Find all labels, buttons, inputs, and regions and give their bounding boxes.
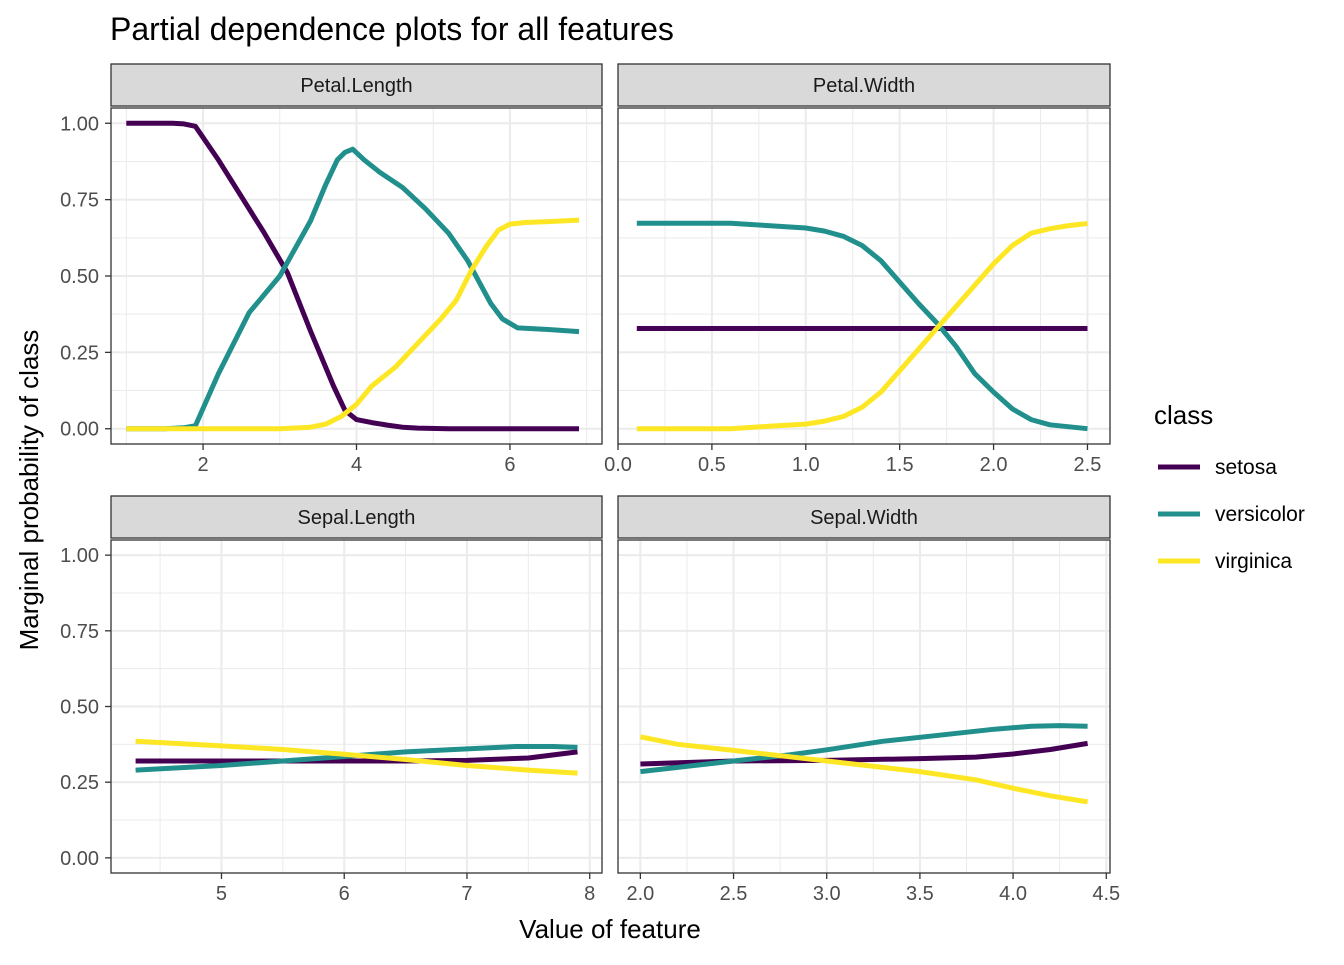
facet-strip [617,495,1111,539]
series-line-virginica [636,221,1088,432]
facet-panel-sepal-length: Sepal.Length 5 6 7 8 0.00 0.25 0.50 0.75 1.00 [60,495,603,905]
y-tick-label: 1.00 [60,545,99,567]
x-tick-label: 6 [504,454,515,476]
x-tick-label: 4 [351,454,362,476]
x-tick-label: 2.0 [626,883,654,905]
series-line-versicolor [640,723,1088,775]
x-tick-label: 4.0 [999,883,1027,905]
y-tick-label: 0.00 [60,419,99,441]
facet-panel-petal-width: Petal.Width 0.0 0.5 1.0 1.5 2.0 2.5 [604,63,1111,476]
x-tick-label: 8 [584,883,595,905]
series-line-setosa [126,120,579,432]
x-tick-label: 1.5 [886,454,914,476]
legend-label-versicolor: versicolor [1215,503,1305,526]
y-tick-label: 0.50 [60,266,99,288]
y-tick-label: 0.75 [60,190,99,212]
series-line-virginica [126,217,580,432]
x-tick-label: 2.5 [720,883,748,905]
x-tick-label: 3.0 [813,883,841,905]
series-line-versicolor [636,220,1088,432]
legend-label-setosa: setosa [1215,456,1277,479]
series-line-versicolor [135,744,578,773]
y-tick-label: 0.00 [60,848,99,870]
x-tick-label: 1.0 [792,454,820,476]
series-line-versicolor [126,146,580,432]
legend-title: class [1154,400,1213,430]
x-tick-label: 4.5 [1092,883,1120,905]
x-tick-label: 0.0 [604,454,632,476]
facet-panel-petal-length: Petal.Length 2 4 6 0.00 0.25 0.50 0.75 1.00 [60,63,603,476]
y-tick-label: 1.00 [60,113,99,135]
x-axis-title: Value of feature [519,914,701,944]
x-tick-label: 5 [216,883,227,905]
facet-strip [110,495,603,539]
facet-strip-label: Sepal.Length [298,507,416,529]
facet-strip [617,63,1111,107]
facet-strip-label: Petal.Length [300,75,412,97]
panel-border [617,107,1111,445]
facet-strip-label: Sepal.Width [810,507,918,529]
x-tick-label: 7 [461,883,472,905]
facet-panel-sepal-width: Sepal.Width 2.0 2.5 3.0 3.5 4.0 4.5 [617,495,1120,905]
y-tick-label: 0.50 [60,697,99,719]
x-tick-label: 6 [339,883,350,905]
y-tick-label: 0.25 [60,342,99,364]
legend: class setosa versicolor virginica [1154,400,1305,573]
y-axis-title: Marginal probability of class [14,330,44,651]
chart-title: Partial dependence plots for all feature… [110,11,674,47]
legend-label-virginica: virginica [1215,550,1292,573]
y-tick-label: 0.75 [60,621,99,643]
series-line-virginica [135,738,578,776]
x-tick-label: 2.5 [1074,454,1102,476]
facet-strip-label: Petal.Width [813,75,915,97]
y-tick-label: 0.25 [60,772,99,794]
facet-strip [110,63,603,107]
panel-border [617,539,1111,874]
series-line-setosa [135,749,578,764]
x-tick-label: 3.5 [906,883,934,905]
x-tick-label: 2 [198,454,209,476]
x-tick-label: 0.5 [698,454,726,476]
series-line-virginica [639,734,1089,805]
x-tick-label: 2.0 [980,454,1008,476]
